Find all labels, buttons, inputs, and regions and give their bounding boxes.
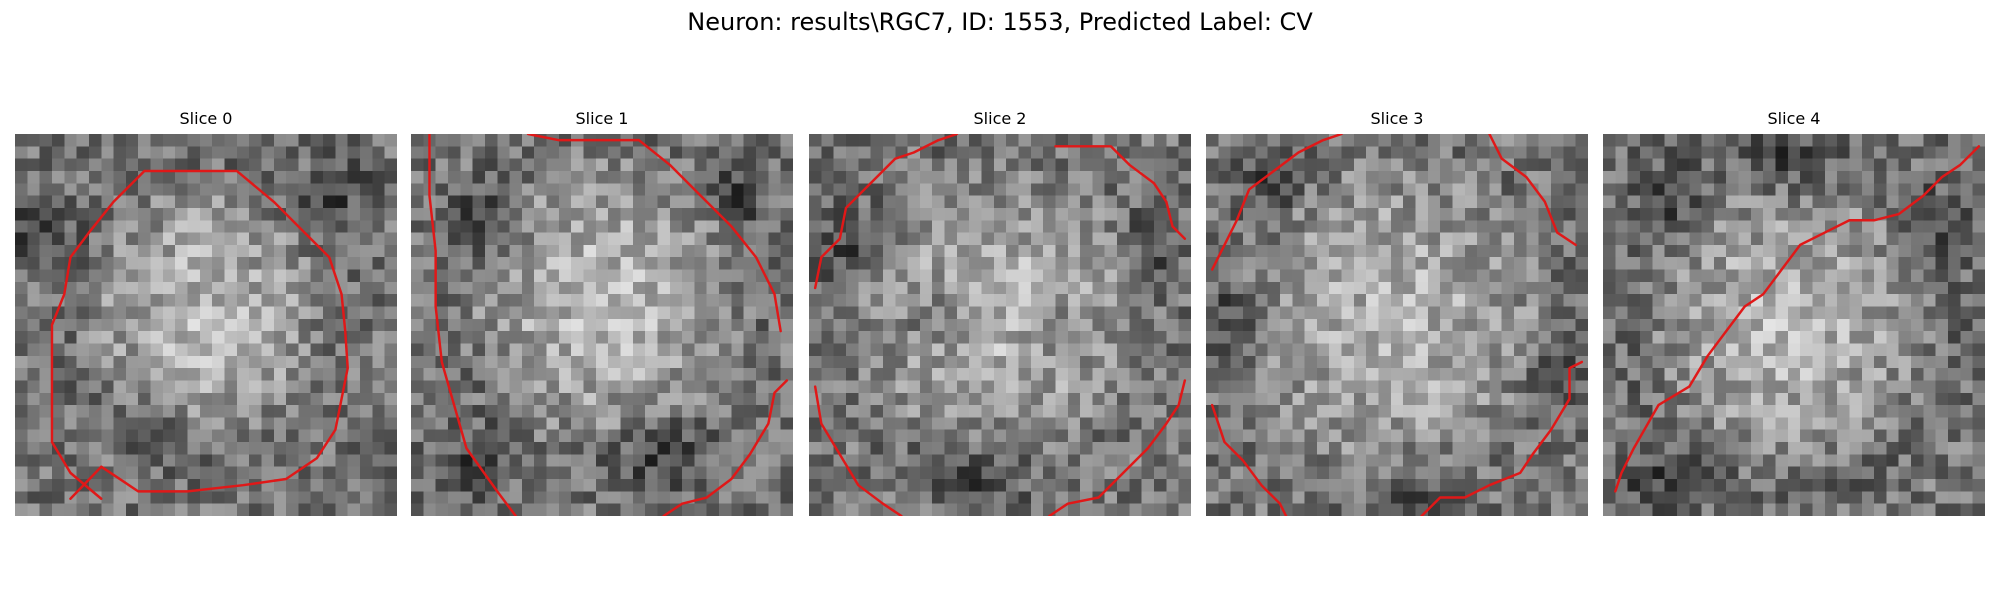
pixel-grid — [411, 134, 793, 516]
segmentation-contour — [813, 134, 959, 290]
segmentation-contour — [1614, 145, 1981, 493]
slice-panel-2: Slice 2 — [809, 109, 1191, 520]
slice-panel-0: Slice 0 — [15, 109, 397, 520]
segmentation-contour — [662, 379, 789, 516]
pixel-grid — [809, 134, 1191, 516]
segmentation-contour — [1210, 134, 1343, 271]
slice-image — [1603, 134, 1985, 516]
slice-panel-3: Slice 3 — [1206, 109, 1588, 520]
segmentation-contour — [813, 385, 903, 516]
segmentation-contour — [1054, 145, 1187, 240]
slice-title: Slice 0 — [179, 109, 233, 128]
slice-image — [15, 134, 397, 516]
pixel-grid — [1603, 134, 1985, 516]
segmentation-contour — [1420, 360, 1584, 516]
slice-image — [411, 134, 793, 516]
figure-title: Neuron: results\RGC7, ID: 1553, Predicte… — [687, 8, 1313, 36]
slice-title: Slice 4 — [1767, 109, 1821, 128]
slice-title: Slice 2 — [973, 109, 1027, 128]
segmentation-contour — [1048, 379, 1187, 516]
segmentation-contour — [428, 134, 517, 516]
slice-panel-4: Slice 4 — [1603, 109, 1985, 520]
segmentation-contour — [526, 134, 782, 333]
pixel-grid — [15, 134, 397, 516]
slice-title: Slice 1 — [575, 109, 629, 128]
pixel-grid — [1206, 134, 1588, 516]
segmentation-contour — [50, 169, 349, 500]
slice-panel-1: Slice 1 — [411, 109, 793, 520]
slice-image — [1206, 134, 1588, 516]
slice-title: Slice 3 — [1370, 109, 1424, 128]
segmentation-contour — [1488, 134, 1577, 247]
segmentation-contour — [1210, 403, 1288, 516]
slice-image — [809, 134, 1191, 516]
